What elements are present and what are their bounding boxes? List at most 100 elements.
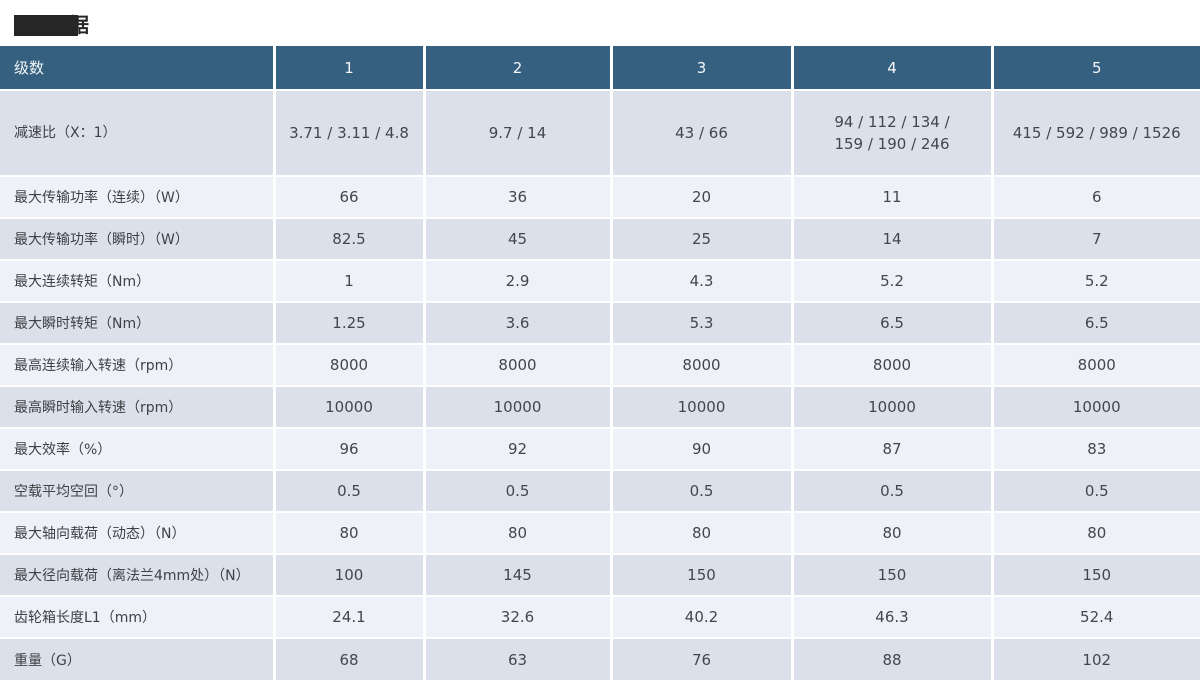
header-column-cell: 1	[272, 46, 424, 90]
row-label-cell: 减速比（X：1）	[0, 89, 274, 176]
title-visible-char: 据	[69, 12, 89, 37]
header-column-cell: 4	[790, 46, 992, 90]
value-cell: 63	[422, 637, 611, 680]
value-cell: 94 / 112 / 134 / 159 / 190 / 246	[790, 89, 992, 176]
value-cell: 150	[609, 553, 792, 596]
table-row: 最大瞬时转矩（Nm） 1.25 3.6 5.3 6.5 6.5	[0, 301, 1200, 344]
value-cell: 14	[790, 217, 992, 260]
table-row: 最大传输功率（瞬时）（W） 82.5 45 25 14 7	[0, 217, 1200, 260]
table-row: 最大轴向载荷（动态）（N） 80 80 80 80 80	[0, 511, 1200, 554]
value-cell: 7	[990, 217, 1200, 260]
row-label-cell: 最高连续输入转速（rpm）	[0, 343, 274, 386]
value-cell: 76	[609, 637, 792, 680]
value-cell: 25	[609, 217, 792, 260]
row-label-cell: 最大连续转矩（Nm）	[0, 259, 274, 302]
value-cell: 3.6	[422, 301, 611, 344]
value-cell: 0.5	[790, 469, 992, 512]
value-cell: 82.5	[272, 217, 424, 260]
value-cell: 11	[790, 175, 992, 218]
header-column-cell: 2	[422, 46, 611, 90]
value-cell: 24.1	[272, 595, 424, 638]
value-cell: 6.5	[990, 301, 1200, 344]
value-cell: 2.9	[422, 259, 611, 302]
value-cell: 8000	[422, 343, 611, 386]
value-cell: 3.71 / 3.11 / 4.8	[272, 89, 424, 176]
table-row: 最大效率（%） 96 92 90 87 83	[0, 427, 1200, 470]
value-cell: 80	[422, 511, 611, 554]
value-cell: 1.25	[272, 301, 424, 344]
value-cell: 52.4	[990, 595, 1200, 638]
row-label-cell: 最高瞬时输入转速（rpm）	[0, 385, 274, 428]
row-label-cell: 最大径向载荷（离法兰4mm处）（N）	[0, 553, 274, 596]
table-row: 重量（G） 68 63 76 88 102	[0, 637, 1200, 680]
value-cell: 10000	[990, 385, 1200, 428]
row-label-cell: 齿轮箱长度L1（mm）	[0, 595, 274, 638]
value-cell: 8000	[609, 343, 792, 386]
value-cell: 80	[990, 511, 1200, 554]
value-cell: 68	[272, 637, 424, 680]
value-cell: 88	[790, 637, 992, 680]
value-cell: 40.2	[609, 595, 792, 638]
value-cell: 8000	[790, 343, 992, 386]
value-cell: 10000	[609, 385, 792, 428]
table-row: 最大连续转矩（Nm） 1 2.9 4.3 5.2 5.2	[0, 259, 1200, 302]
value-cell: 4.3	[609, 259, 792, 302]
value-cell: 66	[272, 175, 424, 218]
value-cell: 10000	[272, 385, 424, 428]
value-cell: 6	[990, 175, 1200, 218]
value-cell: 0.5	[609, 469, 792, 512]
table-row: 最高连续输入转速（rpm） 8000 8000 8000 8000 8000	[0, 343, 1200, 386]
value-cell: 83	[990, 427, 1200, 470]
value-cell: 45	[422, 217, 611, 260]
value-cell: 6.5	[790, 301, 992, 344]
value-cell: 20	[609, 175, 792, 218]
value-cell: 102	[990, 637, 1200, 680]
value-cell: 80	[272, 511, 424, 554]
row-label-cell: 最大瞬时转矩（Nm）	[0, 301, 274, 344]
value-cell: 5.3	[609, 301, 792, 344]
value-cell: 43 / 66	[609, 89, 792, 176]
value-cell: 5.2	[790, 259, 992, 302]
value-cell: 80	[609, 511, 792, 554]
table-row: 空载平均空回（°） 0.5 0.5 0.5 0.5 0.5	[0, 469, 1200, 512]
value-cell: 150	[790, 553, 992, 596]
row-label-cell: 重量（G）	[0, 637, 274, 680]
value-cell: 9.7 / 14	[422, 89, 611, 176]
value-cell: 32.6	[422, 595, 611, 638]
row-label-cell: 最大传输功率（瞬时）（W）	[0, 217, 274, 260]
table-row: 减速比（X：1） 3.71 / 3.11 / 4.8 9.7 / 14 43 / 66…	[0, 89, 1200, 176]
value-cell: 5.2	[990, 259, 1200, 302]
value-cell: 80	[790, 511, 992, 554]
value-cell: 0.5	[272, 469, 424, 512]
row-label-cell: 最大效率（%）	[0, 427, 274, 470]
table-row: 最高瞬时输入转速（rpm） 10000 10000 10000 10000 10000	[0, 385, 1200, 428]
value-cell: 92	[422, 427, 611, 470]
value-cell: 8000	[990, 343, 1200, 386]
value-cell: 150	[990, 553, 1200, 596]
value-cell: 96	[272, 427, 424, 470]
value-cell: 90	[609, 427, 792, 470]
row-label-cell: 最大传输功率（连续）（W）	[0, 175, 274, 218]
value-cell: 36	[422, 175, 611, 218]
title-redaction-bar	[14, 14, 78, 36]
table-row: 最大传输功率（连续）（W） 66 36 20 11 6	[0, 175, 1200, 218]
row-label-cell: 最大轴向载荷（动态）（N）	[0, 511, 274, 554]
value-cell: 0.5	[990, 469, 1200, 512]
value-cell: 145	[422, 553, 611, 596]
header-label-cell: 级数	[0, 46, 274, 90]
value-cell: 10000	[790, 385, 992, 428]
value-cell: 8000	[272, 343, 424, 386]
page-title: 据	[14, 13, 89, 37]
header-column-cell: 5	[990, 46, 1200, 90]
value-cell: 0.5	[422, 469, 611, 512]
value-cell: 415 / 592 / 989 / 1526	[990, 89, 1200, 176]
value-cell: 10000	[422, 385, 611, 428]
value-cell: 1	[272, 259, 424, 302]
value-cell: 87	[790, 427, 992, 470]
value-cell: 46.3	[790, 595, 992, 638]
table-row: 最大径向载荷（离法兰4mm处）（N） 100 145 150 150 150	[0, 553, 1200, 596]
row-label-cell: 空载平均空回（°）	[0, 469, 274, 512]
